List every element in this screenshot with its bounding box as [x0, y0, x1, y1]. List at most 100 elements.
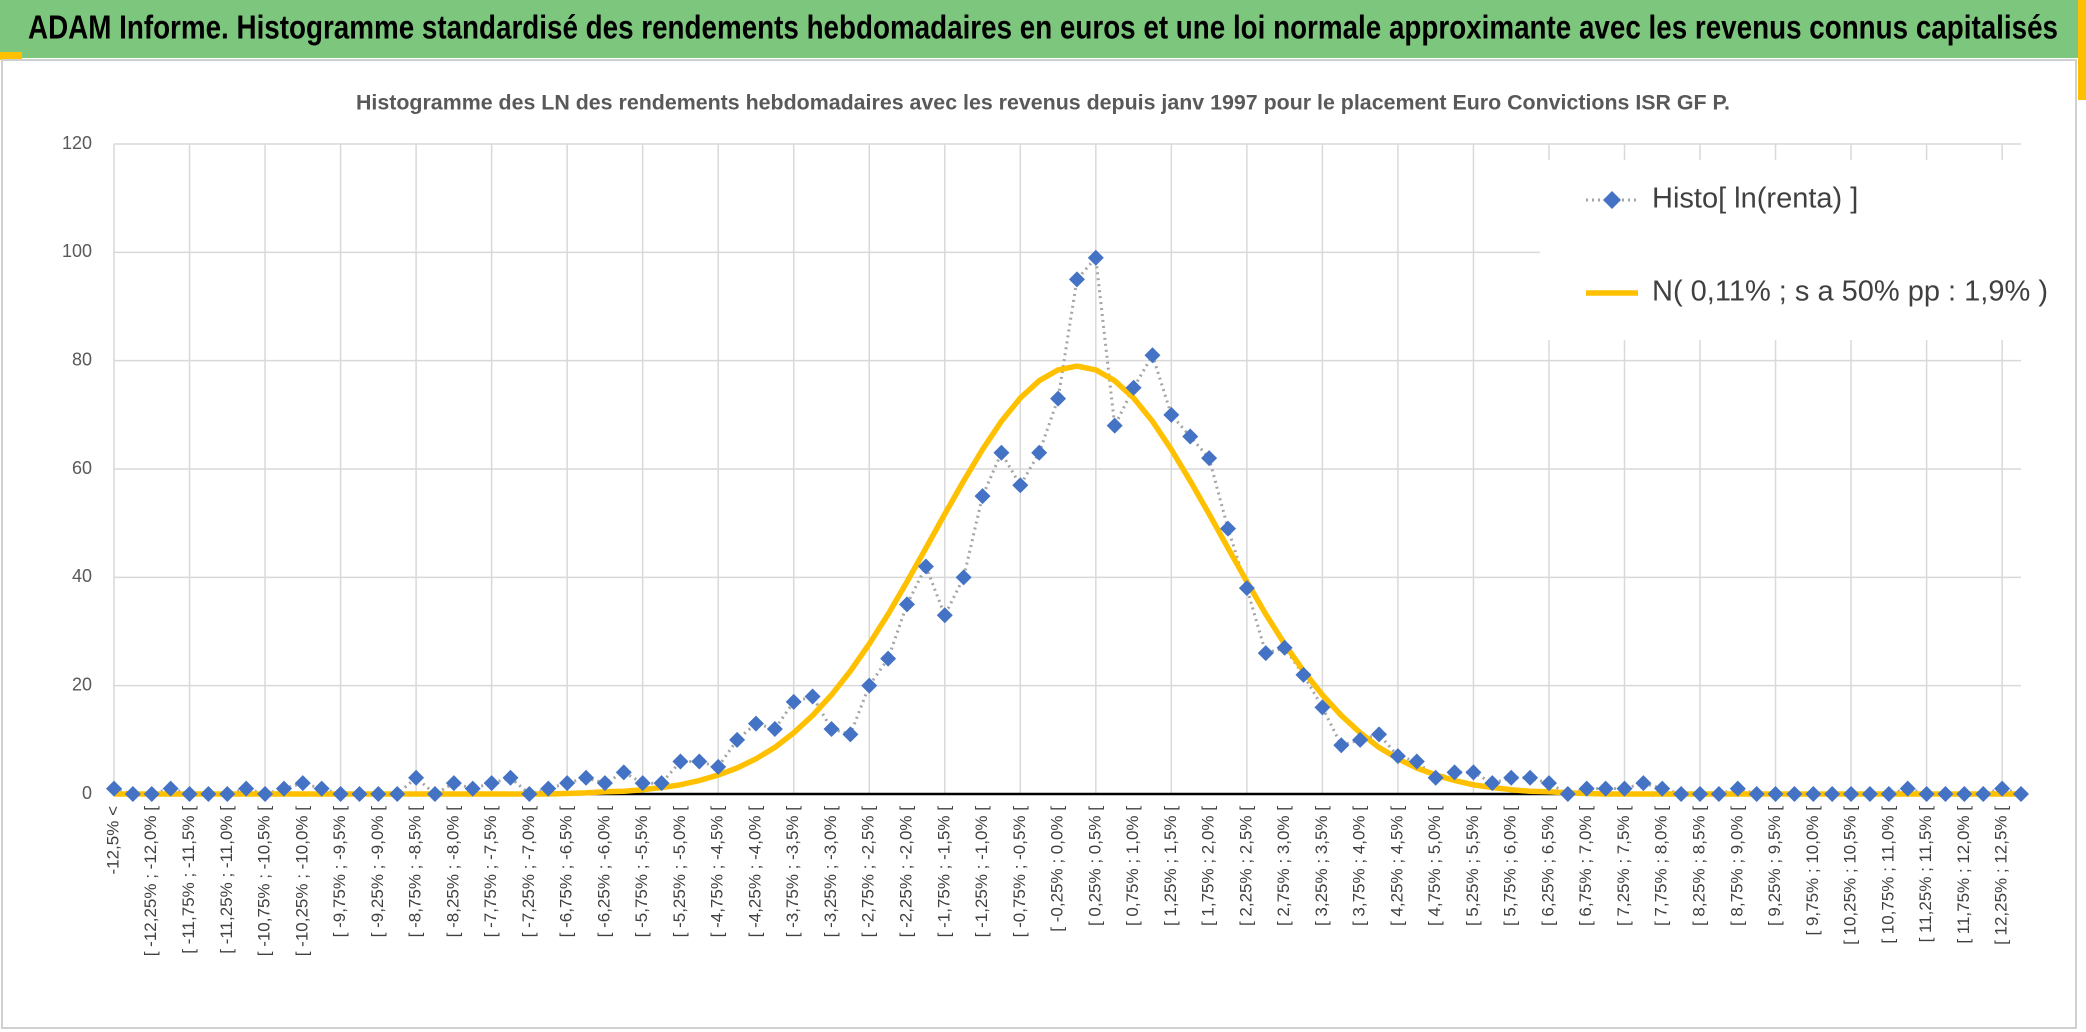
x-tick-label: [ 2,75% ; 3,0% [	[1274, 806, 1293, 926]
x-tick-label: [ 0,75% ; 1,0% [	[1123, 806, 1142, 926]
histo-marker	[1748, 786, 1765, 802]
histo-marker	[351, 786, 368, 802]
histo-marker	[634, 775, 651, 792]
histo-marker	[691, 753, 708, 770]
histo-marker	[521, 786, 538, 802]
x-tick-label: [ 6,75% ; 7,0% [	[1576, 806, 1595, 926]
histo-marker	[445, 775, 462, 792]
histo-marker	[408, 769, 425, 786]
histo-marker	[1389, 748, 1406, 765]
histo-marker	[596, 775, 613, 792]
histo-marker	[1087, 249, 1104, 266]
histo-marker	[1710, 786, 1727, 802]
x-tick-label: [ 4,75% ; 5,0% [	[1425, 806, 1444, 926]
histo-marker	[578, 769, 595, 786]
histo-marker	[1692, 786, 1709, 802]
histo-marker	[936, 607, 953, 624]
x-tick-label: [ -7,75% ; -7,5% [	[481, 806, 500, 938]
histo-marker	[294, 775, 311, 792]
histo-marker	[899, 596, 916, 613]
histo-marker	[389, 786, 406, 802]
corner-accent	[2078, 0, 2086, 100]
x-tick-label: [ 8,75% ; 9,0% [	[1727, 806, 1746, 926]
y-tick-label: 20	[72, 674, 92, 694]
histo-marker	[1427, 769, 1444, 786]
histo-marker	[974, 488, 991, 505]
x-tick-label: [ -2,75% ; -2,5% [	[859, 806, 878, 938]
histo-marker	[1994, 780, 2011, 797]
x-tick-label: [ 4,25% ; 4,5% [	[1387, 806, 1406, 926]
x-tick-label: [ -2,25% ; -2,0% [	[896, 806, 915, 938]
histo-marker	[540, 780, 557, 797]
header-band	[0, 0, 2086, 58]
histo-marker	[1805, 786, 1822, 802]
legend-marker	[1603, 191, 1621, 209]
histo-marker	[257, 786, 274, 802]
x-tick-label: [ 5,75% ; 6,0% [	[1501, 806, 1520, 926]
histo-marker	[729, 731, 746, 748]
histo-marker	[1031, 444, 1048, 461]
x-tick-label: [ -5,75% ; -5,5% [	[632, 806, 651, 938]
histo-marker	[464, 780, 481, 797]
histo-marker	[1880, 786, 1897, 802]
histo-marker	[426, 786, 443, 802]
x-tick-label: [ -1,75% ; -1,5% [	[934, 806, 953, 938]
histo-marker	[1276, 639, 1293, 656]
histo-marker	[1238, 580, 1255, 597]
x-tick-label: [ 7,25% ; 7,5% [	[1614, 806, 1633, 926]
x-tick-label: [ -12,25% ; -12,0% [	[141, 806, 160, 957]
histo-marker	[1182, 428, 1199, 445]
x-tick-label: [ -6,75% ; -6,5% [	[557, 806, 576, 938]
histo-marker	[1975, 786, 1992, 802]
x-tick-label: [ 12,25% ; 12,5% [	[1992, 806, 2011, 945]
histo-marker	[1786, 786, 1803, 802]
y-tick-label: 0	[82, 783, 92, 803]
histo-marker	[880, 650, 897, 667]
x-tick-label: [ -4,75% ; -4,5% [	[708, 806, 727, 938]
legend-label: N( 0,11% ; s a 50% pp : 1,9% )	[1652, 276, 2048, 308]
x-tick-label: [ -8,75% ; -8,5% [	[406, 806, 425, 938]
histo-marker	[1106, 417, 1123, 434]
histo-marker	[1767, 786, 1784, 802]
x-tick-label: [ -10,75% ; -10,5% [	[255, 806, 274, 957]
histo-marker	[2013, 786, 2029, 802]
histo-marker	[1333, 737, 1350, 754]
x-tick-label: [ -3,25% ; -3,0% [	[821, 806, 840, 938]
y-tick-label: 40	[72, 566, 92, 586]
histo-marker	[1408, 753, 1425, 770]
histo-marker	[1729, 780, 1746, 797]
x-tick-label: -12,5% <	[103, 806, 122, 875]
histo-marker	[1918, 786, 1935, 802]
x-tick-label: [ 9,25% ; 9,5% [	[1765, 806, 1784, 926]
histo-marker	[1446, 764, 1463, 781]
histo-marker	[1219, 520, 1236, 537]
x-tick-label: [ -5,25% ; -5,0% [	[670, 806, 689, 938]
histo-marker	[1125, 379, 1142, 396]
legend-label: Histo[ ln(renta) ]	[1652, 183, 1858, 215]
histo-marker	[143, 786, 160, 802]
histo-marker	[1616, 780, 1633, 797]
histo-marker	[1635, 775, 1652, 792]
x-tick-label: [ -9,75% ; -9,5% [	[330, 806, 349, 938]
histo-marker	[1540, 775, 1557, 792]
y-tick-label: 100	[62, 241, 92, 261]
y-tick-label: 80	[72, 349, 92, 369]
histo-marker	[1843, 786, 1860, 802]
x-tick-label: [ -11,75% ; -11,5% [	[179, 806, 198, 954]
x-tick-label: [ 10,25% ; 10,5% [	[1841, 806, 1860, 945]
x-tick-label: [ -7,25% ; -7,0% [	[519, 806, 538, 938]
histo-marker	[1144, 347, 1161, 364]
histo-marker	[1578, 780, 1595, 797]
histo-marker	[200, 786, 217, 802]
histo-marker	[1522, 769, 1539, 786]
x-tick-label: [ 1,25% ; 1,5% [	[1161, 806, 1180, 926]
histo-marker	[1068, 271, 1085, 288]
histo-marker	[313, 780, 330, 797]
histo-marker	[1937, 786, 1954, 802]
histo-marker	[842, 726, 859, 743]
header-title: ADAM Informe. Histogramme standardisé de…	[28, 9, 2058, 46]
x-tick-label: [ -1,25% ; -1,0% [	[972, 806, 991, 938]
histo-marker	[672, 753, 689, 770]
histo-marker	[1654, 780, 1671, 797]
histo-marker	[653, 775, 670, 792]
